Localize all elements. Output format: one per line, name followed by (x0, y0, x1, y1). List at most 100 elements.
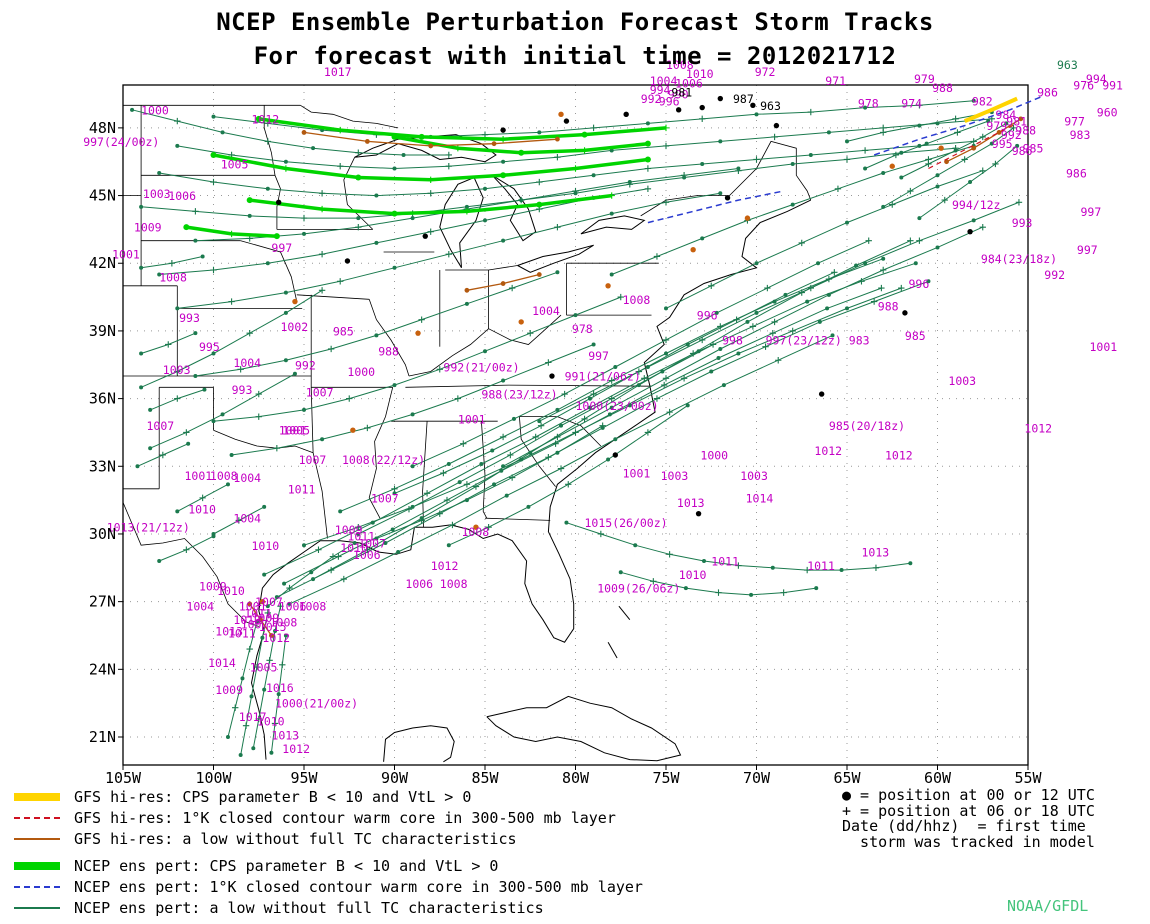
svg-text:1006: 1006 (353, 548, 381, 562)
svg-text:997: 997 (271, 241, 292, 255)
svg-text:1008: 1008 (623, 293, 651, 307)
svg-text:995: 995 (199, 340, 220, 354)
svg-text:1000(21/00z): 1000(21/00z) (275, 697, 358, 711)
svg-text:994: 994 (1086, 72, 1107, 86)
svg-text:979: 979 (914, 72, 935, 86)
svg-text:988: 988 (378, 345, 399, 359)
svg-text:1015(26/00z): 1015(26/00z) (585, 516, 668, 530)
figure-subtitle: For forecast with initial time = 2012021… (253, 42, 897, 70)
svg-text:1007: 1007 (358, 537, 386, 551)
svg-text:1004: 1004 (233, 512, 261, 526)
legend-swatch-dashed (14, 816, 60, 819)
svg-text:1011: 1011 (711, 555, 739, 569)
svg-text:978: 978 (572, 322, 593, 336)
svg-text:986: 986 (1037, 85, 1058, 99)
svg-text:981: 981 (671, 85, 692, 99)
svg-text:39N: 39N (89, 322, 116, 340)
svg-text:997: 997 (1077, 243, 1098, 257)
svg-text:982: 982 (972, 94, 993, 108)
svg-text:1008(22/12z): 1008(22/12z) (342, 453, 425, 467)
svg-text:993: 993 (179, 311, 200, 325)
legend: GFS hi-res: CPS parameter B < 10 and VtL… (14, 786, 643, 918)
svg-text:1001: 1001 (623, 467, 651, 481)
legend-label: GFS hi-res: a low without full TC charac… (74, 829, 517, 848)
svg-text:85W: 85W (471, 769, 499, 787)
legend-swatch-line (14, 906, 60, 909)
svg-text:30N: 30N (89, 525, 116, 543)
svg-text:1010: 1010 (679, 568, 707, 582)
svg-text:1004: 1004 (186, 600, 214, 614)
svg-text:963: 963 (1057, 58, 1078, 72)
svg-text:1005: 1005 (250, 661, 278, 675)
svg-text:1004: 1004 (532, 304, 560, 318)
svg-text:1016: 1016 (266, 681, 294, 695)
svg-text:1000: 1000 (347, 365, 375, 379)
svg-text:1017: 1017 (239, 710, 267, 724)
svg-text:1008: 1008 (299, 600, 327, 614)
svg-text:998: 998 (722, 334, 743, 348)
svg-text:1013: 1013 (233, 613, 261, 627)
svg-text:996: 996 (909, 277, 930, 291)
legend-label: GFS hi-res: 1°K closed contour warm core… (74, 808, 616, 827)
svg-text:1012: 1012 (885, 449, 913, 463)
svg-text:1006: 1006 (405, 577, 433, 591)
legend-swatch-thick (14, 792, 60, 801)
svg-text:1004: 1004 (233, 471, 261, 485)
svg-text:997: 997 (588, 349, 609, 363)
map-svg: 10171000997(24/00z)100510121003100610091… (83, 58, 1123, 787)
svg-text:960: 960 (1097, 106, 1118, 120)
svg-text:994/12z: 994/12z (952, 198, 1000, 212)
svg-text:984: 984 (995, 108, 1016, 122)
svg-text:972: 972 (755, 65, 776, 79)
svg-text:1007: 1007 (371, 491, 399, 505)
svg-text:1001: 1001 (239, 600, 267, 614)
svg-text:1012: 1012 (1024, 421, 1052, 435)
svg-text:27N: 27N (89, 593, 116, 611)
svg-text:984(23/18z): 984(23/18z) (981, 252, 1057, 266)
svg-text:996: 996 (697, 309, 718, 323)
svg-text:988: 988 (1015, 124, 1036, 138)
svg-text:1010: 1010 (252, 539, 280, 553)
svg-text:994: 994 (650, 83, 671, 97)
legend-swatch-thick (14, 861, 60, 870)
svg-text:1003: 1003 (163, 363, 191, 377)
svg-text:1007: 1007 (241, 618, 269, 632)
svg-text:100W: 100W (195, 769, 232, 787)
svg-text:1008: 1008 (666, 58, 694, 72)
svg-text:75W: 75W (652, 769, 680, 787)
svg-text:985: 985 (333, 324, 354, 338)
svg-text:1000(23/00z): 1000(23/00z) (576, 399, 659, 413)
svg-text:997: 997 (1081, 205, 1102, 219)
svg-text:1007: 1007 (306, 385, 334, 399)
svg-text:1014: 1014 (746, 491, 774, 505)
svg-text:986: 986 (1066, 167, 1087, 181)
credit: NOAA/GFDL (1007, 897, 1089, 915)
svg-text:1005: 1005 (221, 158, 249, 172)
svg-text:1013: 1013 (271, 728, 299, 742)
svg-text:1008: 1008 (270, 616, 298, 630)
svg-text:1010: 1010 (217, 584, 245, 598)
svg-text:1009(26/06z): 1009(26/06z) (597, 582, 680, 596)
svg-text:1004: 1004 (650, 74, 678, 88)
svg-text:1013(21/12z): 1013(21/12z) (107, 521, 190, 535)
svg-text:971: 971 (825, 74, 846, 88)
svg-text:1003: 1003 (948, 374, 976, 388)
svg-text:1010: 1010 (257, 715, 285, 729)
svg-text:95W: 95W (290, 769, 318, 787)
svg-text:1008: 1008 (462, 525, 490, 539)
legend-swatch-dashed (14, 885, 60, 888)
svg-text:1015: 1015 (259, 620, 287, 634)
svg-text:1001: 1001 (185, 469, 213, 483)
labels-layer: 10171000997(24/00z)100510121003100610091… (83, 58, 1123, 756)
svg-text:986: 986 (1012, 144, 1033, 158)
svg-text:1001: 1001 (112, 248, 140, 262)
svg-text:985(20/18z): 985(20/18z) (829, 419, 905, 433)
legend-label: NCEP ens pert: 1°K closed contour warm c… (74, 877, 643, 896)
svg-text:990: 990 (668, 88, 689, 102)
svg-text:1011: 1011 (807, 559, 835, 573)
svg-text:1008: 1008 (440, 577, 468, 591)
svg-text:33N: 33N (89, 457, 116, 475)
svg-text:1006: 1006 (168, 189, 196, 203)
note-line: + = position at 06 or 18 UTC (842, 801, 1095, 820)
